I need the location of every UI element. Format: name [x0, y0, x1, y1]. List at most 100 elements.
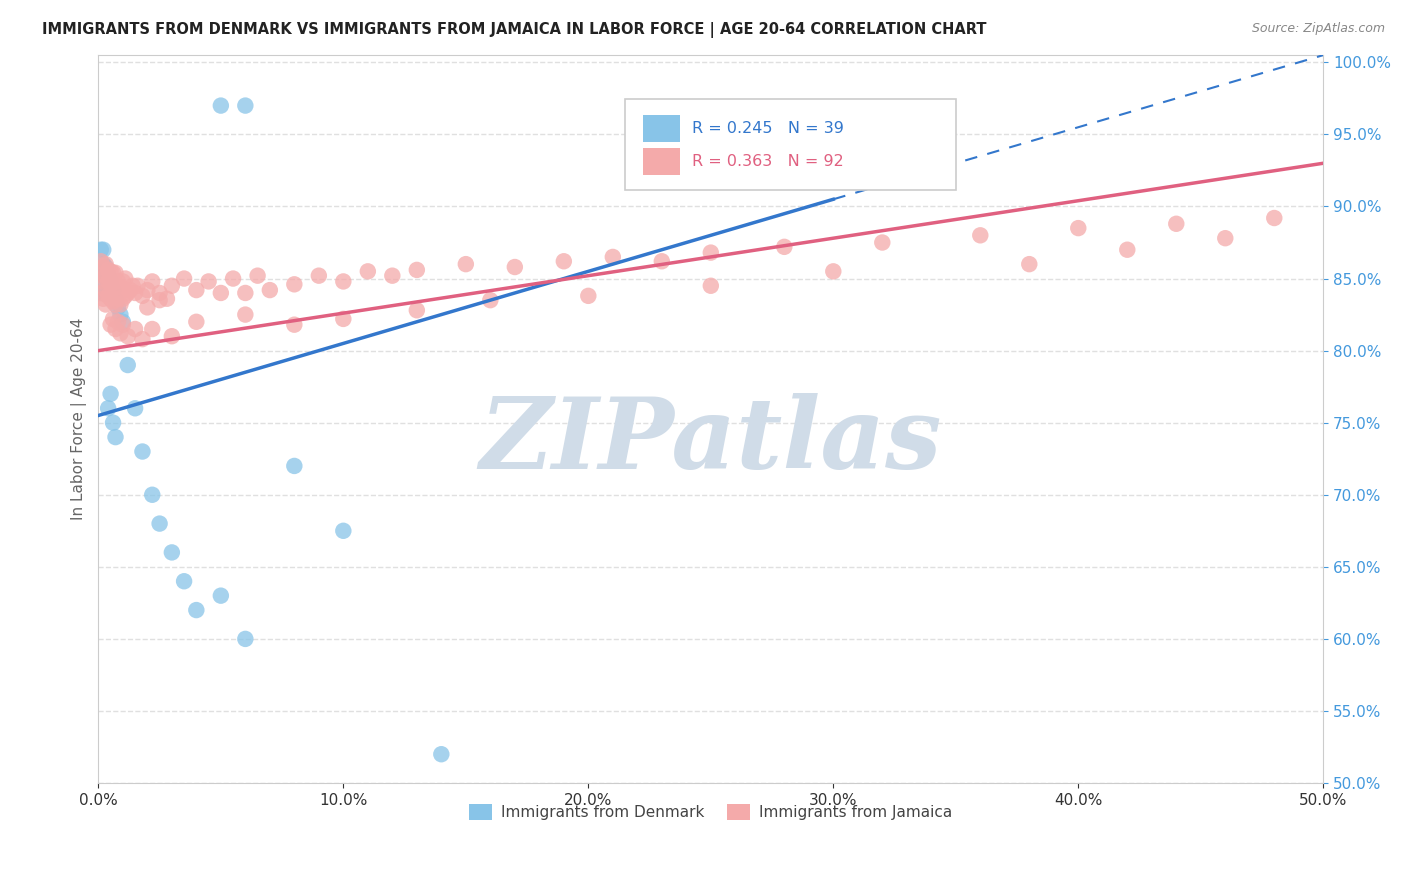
Point — [381, 268, 404, 283]
Point — [101, 266, 124, 280]
Point — [283, 458, 305, 473]
Point — [90, 243, 112, 257]
Point — [90, 285, 112, 300]
Point — [332, 275, 354, 289]
Point — [90, 254, 112, 268]
Point — [332, 524, 354, 538]
Point — [100, 318, 122, 332]
Point — [405, 303, 427, 318]
Text: R = 0.363   N = 92: R = 0.363 N = 92 — [692, 154, 844, 169]
Point — [121, 278, 143, 293]
Point — [104, 280, 127, 294]
Point — [91, 257, 114, 271]
Point — [1263, 211, 1285, 225]
Point — [131, 289, 153, 303]
Point — [602, 250, 624, 264]
Point — [94, 257, 117, 271]
Point — [233, 308, 256, 322]
Text: IMMIGRANTS FROM DENMARK VS IMMIGRANTS FROM JAMAICA IN LABOR FORCE | AGE 20-64 CO: IMMIGRANTS FROM DENMARK VS IMMIGRANTS FR… — [42, 22, 987, 38]
Point — [222, 271, 245, 285]
Point — [283, 318, 305, 332]
Point — [97, 278, 120, 293]
Point — [100, 292, 122, 306]
Point — [91, 285, 114, 300]
Point — [101, 283, 124, 297]
Point — [111, 292, 134, 306]
Point — [173, 271, 195, 285]
Point — [94, 283, 117, 297]
Point — [91, 260, 114, 274]
Point — [405, 263, 427, 277]
Point — [94, 268, 117, 283]
Point — [576, 289, 599, 303]
Point — [111, 275, 134, 289]
Point — [700, 245, 723, 260]
Point — [124, 401, 146, 416]
Point — [97, 268, 120, 283]
Point — [127, 278, 149, 293]
Point — [283, 277, 305, 292]
Point — [131, 444, 153, 458]
Point — [101, 416, 124, 430]
Point — [104, 297, 127, 311]
Point — [110, 326, 132, 341]
Text: ZIPatlas: ZIPatlas — [479, 392, 942, 489]
Point — [332, 312, 354, 326]
Point — [110, 308, 132, 322]
Point — [197, 275, 219, 289]
Point — [160, 545, 183, 559]
Point — [97, 275, 120, 289]
Point — [101, 312, 124, 326]
Point — [969, 228, 991, 243]
Point — [111, 318, 134, 332]
Point — [160, 278, 183, 293]
Point — [872, 235, 894, 250]
Point — [233, 98, 256, 112]
FancyBboxPatch shape — [626, 99, 956, 190]
Point — [259, 283, 281, 297]
Point — [553, 254, 575, 268]
Point — [94, 285, 117, 300]
Point — [91, 271, 114, 285]
Point — [233, 285, 256, 300]
Bar — [644, 115, 681, 143]
Point — [124, 322, 146, 336]
Point — [479, 293, 502, 308]
Point — [101, 294, 124, 309]
Point — [101, 280, 124, 294]
Point — [141, 275, 163, 289]
Point — [209, 285, 232, 300]
Point — [91, 292, 114, 306]
Point — [149, 516, 172, 531]
Point — [100, 285, 122, 300]
Point — [136, 301, 159, 315]
Point — [156, 292, 179, 306]
Point — [94, 268, 117, 283]
Point — [107, 301, 129, 315]
Bar — [644, 147, 681, 175]
Y-axis label: In Labor Force | Age 20-64: In Labor Force | Age 20-64 — [72, 318, 87, 520]
Point — [651, 254, 673, 268]
Point — [114, 271, 136, 285]
Point — [104, 322, 127, 336]
Point — [110, 297, 132, 311]
Point — [117, 358, 139, 372]
Point — [131, 332, 153, 346]
Point — [160, 329, 183, 343]
Point — [246, 268, 269, 283]
Point — [700, 278, 723, 293]
Point — [209, 589, 232, 603]
Point — [100, 277, 122, 292]
Point — [186, 283, 208, 297]
Point — [107, 292, 129, 306]
Point — [94, 260, 117, 274]
Point — [97, 289, 120, 303]
Point — [117, 329, 139, 343]
Point — [120, 283, 142, 297]
Point — [308, 268, 330, 283]
Point — [233, 632, 256, 646]
Point — [114, 289, 136, 303]
Point — [141, 488, 163, 502]
Point — [97, 401, 120, 416]
Point — [173, 574, 195, 589]
